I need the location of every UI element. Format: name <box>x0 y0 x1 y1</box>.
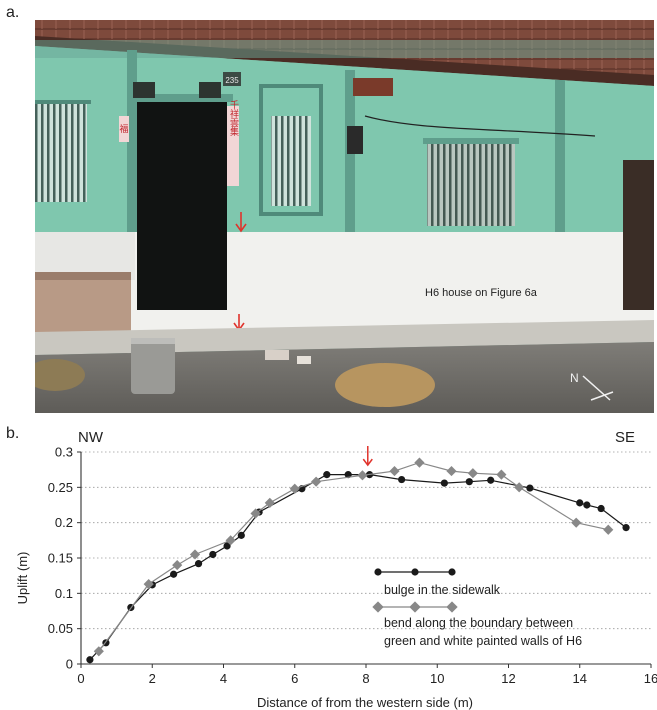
x-tick-label: 4 <box>220 671 227 686</box>
photo-caption: H6 house on Figure 6a <box>425 287 538 299</box>
data-point-diamond <box>389 465 400 477</box>
y-tick-label: 0.05 <box>48 621 73 636</box>
panel-b-label: b. <box>6 425 20 442</box>
data-point-circle <box>465 478 473 486</box>
y-tick-label: 0.1 <box>55 586 73 601</box>
chart-gridlines <box>81 451 651 630</box>
data-point-diamond <box>189 549 201 560</box>
data-point-circle <box>209 550 217 559</box>
data-point-diamond <box>289 483 300 494</box>
panel-a-label: a. <box>6 4 20 21</box>
data-point-circle <box>170 570 178 578</box>
data-point-circle <box>576 499 584 507</box>
x-tick-label: 2 <box>149 671 156 686</box>
chart-axes: 0 0.05 0.1 0.15 0.2 0.25 0.3 0 2 4 6 8 10 12 14 16 <box>48 445 657 687</box>
data-point-circle <box>323 471 331 479</box>
y-tick-label: 0.2 <box>55 515 73 530</box>
house-photo: 235 千祥雲集 福 H6 house on Figure 6a <box>35 20 654 413</box>
data-point-diamond <box>496 469 507 480</box>
y-tick-label: 0.15 <box>48 551 73 566</box>
data-point-diamond <box>172 559 183 571</box>
legend-label-bend-line1: bend along the boundary between <box>384 616 573 630</box>
y-tick-label: 0.25 <box>48 480 73 495</box>
data-point-diamond <box>571 517 582 528</box>
door-couplet-right: 千祥雲集 <box>228 100 239 137</box>
x-tick-label: 12 <box>501 671 515 686</box>
data-point-diamond <box>250 508 261 519</box>
data-point-diamond <box>446 465 457 477</box>
x-tick-label: 14 <box>573 671 587 686</box>
y-axis-title: Uplift (m) <box>15 552 30 605</box>
chart-legend: bulge in the sidewalk bend along the bou… <box>372 568 582 648</box>
data-point-diamond <box>93 646 104 657</box>
north-label: N <box>570 371 579 385</box>
nw-label: NW <box>78 429 104 446</box>
x-axis-title: Distance of from the western side (m) <box>257 695 473 710</box>
legend-item-bend: bend along the boundary between green an… <box>372 601 582 648</box>
data-point-circle <box>86 656 94 664</box>
data-point-diamond <box>414 457 425 468</box>
uplift-chart: 0 0.05 0.1 0.15 0.2 0.25 0.3 0 2 4 6 8 10 12 14 16 NW S… <box>15 429 657 710</box>
x-tick-label: 16 <box>644 671 657 686</box>
chart-series <box>86 457 630 664</box>
x-tick-label: 0 <box>77 671 84 686</box>
data-point-diamond <box>264 497 275 508</box>
data-point-circle <box>487 476 495 484</box>
data-point-diamond <box>467 468 478 479</box>
se-label: SE <box>615 429 635 446</box>
house-number-plate: 235 <box>225 76 239 85</box>
legend-label-bend-line2: green and white painted walls of H6 <box>384 634 582 648</box>
north-arrow-icon <box>582 375 614 401</box>
data-point-circle <box>398 475 406 484</box>
door-couplet-left: 福 <box>119 123 128 135</box>
data-point-circle <box>194 560 203 568</box>
legend-label-bulge: bulge in the sidewalk <box>384 583 501 597</box>
legend-item-bulge: bulge in the sidewalk <box>374 568 501 597</box>
series-line-0 <box>89 474 627 661</box>
data-point-circle <box>597 504 605 513</box>
data-point-circle <box>237 531 245 539</box>
y-tick-label: 0 <box>66 657 73 672</box>
x-tick-label: 10 <box>430 671 444 686</box>
x-tick-label: 6 <box>291 671 298 686</box>
data-point-diamond <box>514 482 525 493</box>
data-point-circle <box>622 524 630 532</box>
data-point-circle <box>223 542 231 550</box>
data-point-circle <box>440 479 448 487</box>
data-point-circle <box>526 484 534 492</box>
peak-arrow-icon <box>362 446 373 467</box>
data-point-diamond <box>357 470 368 481</box>
y-tick-label: 0.3 <box>55 445 73 460</box>
data-point-diamond <box>603 524 614 535</box>
x-tick-label: 8 <box>362 671 369 686</box>
data-point-circle <box>583 501 591 509</box>
